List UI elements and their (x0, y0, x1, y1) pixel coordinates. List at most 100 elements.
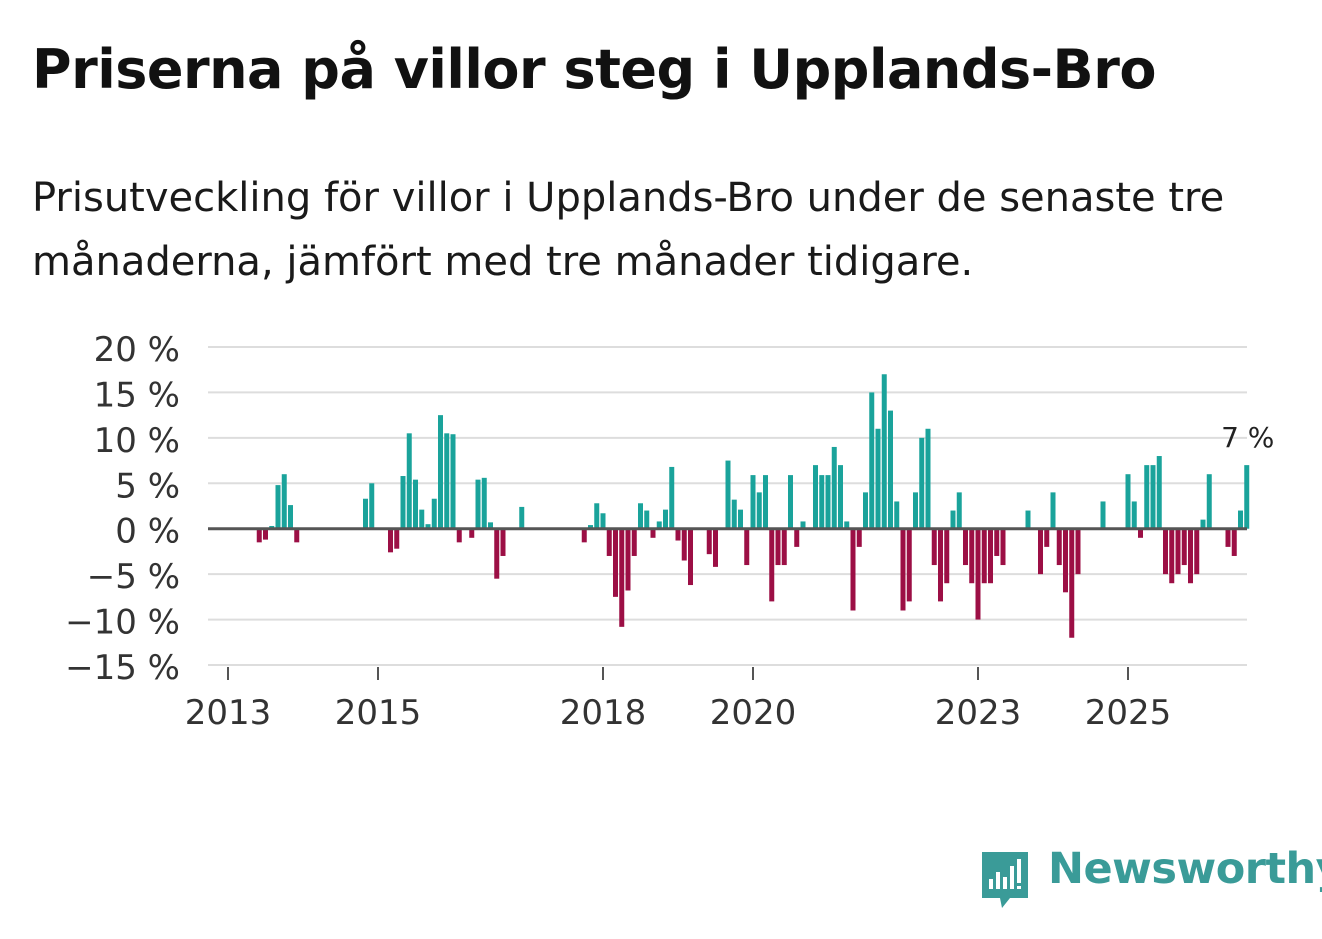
bar (369, 483, 375, 529)
bar (488, 522, 493, 529)
y-tick-label: 20 % (94, 330, 180, 370)
bar (600, 513, 606, 529)
bar (275, 485, 281, 529)
bar (869, 392, 875, 529)
bar (913, 492, 918, 529)
bar (656, 521, 662, 529)
bar (419, 509, 425, 529)
bar (394, 528, 400, 549)
bar (731, 499, 737, 529)
bar (1231, 528, 1237, 556)
bar (894, 501, 900, 529)
bar (406, 433, 412, 529)
bar (1000, 528, 1006, 566)
bar (1138, 528, 1143, 538)
bar (444, 433, 450, 529)
bar (856, 528, 862, 547)
bars (256, 374, 1250, 638)
bar (1175, 528, 1181, 575)
bar (713, 528, 718, 567)
bar (981, 528, 987, 584)
bar (769, 528, 775, 602)
bar (450, 434, 456, 529)
bar (1069, 528, 1075, 638)
bar (494, 528, 500, 579)
bar (1169, 528, 1175, 584)
bar (844, 521, 850, 529)
annotations: 7 % (1221, 421, 1274, 454)
x-tick-label: 2018 (560, 693, 647, 733)
bar (938, 528, 943, 602)
bar (794, 528, 800, 547)
y-tick-label: −10 % (65, 603, 180, 643)
bar (906, 528, 912, 602)
x-tick-label: 2015 (335, 693, 422, 733)
bar (831, 446, 837, 529)
bar (788, 475, 793, 529)
bar (644, 510, 650, 529)
bar (1156, 456, 1162, 529)
bar (425, 524, 431, 529)
x-axis: 2013 2015 2018 2020 2023 2025 (185, 667, 1172, 733)
bar (744, 528, 750, 566)
bar (438, 415, 443, 529)
bar (456, 528, 462, 543)
bar (625, 528, 631, 591)
bar (800, 521, 806, 529)
bar (256, 528, 262, 543)
y-tick-label: −5 % (87, 557, 180, 597)
bar (875, 428, 881, 529)
bar (469, 528, 475, 538)
y-tick-label: −15 % (65, 648, 180, 688)
bar (588, 525, 593, 529)
bar (825, 475, 831, 529)
bar (638, 503, 643, 529)
bar (619, 528, 625, 627)
bar (1050, 492, 1056, 529)
bar (675, 528, 681, 541)
bar (688, 528, 693, 586)
x-tick-label: 2025 (1085, 693, 1172, 733)
last-value-label: 7 % (1221, 421, 1274, 454)
chart-subtitle: Prisutveckling för villor i Upplands-Bro… (32, 175, 1225, 285)
bar (1150, 465, 1156, 529)
x-tick-label: 2023 (935, 693, 1022, 733)
bar (1200, 519, 1206, 529)
bar (581, 528, 587, 543)
bar (781, 528, 787, 566)
bar (363, 498, 368, 529)
chart-title: Priserna på villor steg i Upplands-Bro (32, 38, 1156, 101)
bar (900, 528, 906, 611)
bar (738, 509, 743, 529)
bar (294, 528, 300, 543)
y-axis: 20 % 15 % 10 % 5 % 0 % −5 % −10 % −15 % (65, 330, 180, 688)
grid-lines (208, 346, 1247, 666)
x-tick-label: 2020 (710, 693, 797, 733)
x-tick-label: 2013 (185, 693, 272, 733)
bar (994, 528, 1000, 556)
bar (1038, 528, 1043, 575)
bar (706, 528, 712, 555)
bar (613, 528, 618, 597)
bar (1188, 528, 1193, 584)
bar (975, 528, 981, 620)
bar-chart: 20 %15 %10 %5 %0 %−5 %−10 %−15 % 2013 201… (65, 330, 1274, 733)
bar (775, 528, 781, 566)
bar (1225, 528, 1231, 547)
bar (863, 492, 868, 529)
bar (663, 509, 668, 529)
bar (1206, 474, 1212, 529)
bar (1075, 528, 1081, 575)
bar (631, 528, 637, 556)
bar (1144, 465, 1150, 529)
bar (281, 474, 287, 529)
bar (481, 477, 487, 529)
bar (1244, 465, 1250, 529)
bar (931, 528, 937, 566)
bar (650, 528, 656, 538)
bar (963, 528, 968, 566)
bar (1044, 528, 1050, 547)
bar (1125, 474, 1131, 529)
bar (988, 528, 993, 584)
bar (475, 479, 481, 529)
